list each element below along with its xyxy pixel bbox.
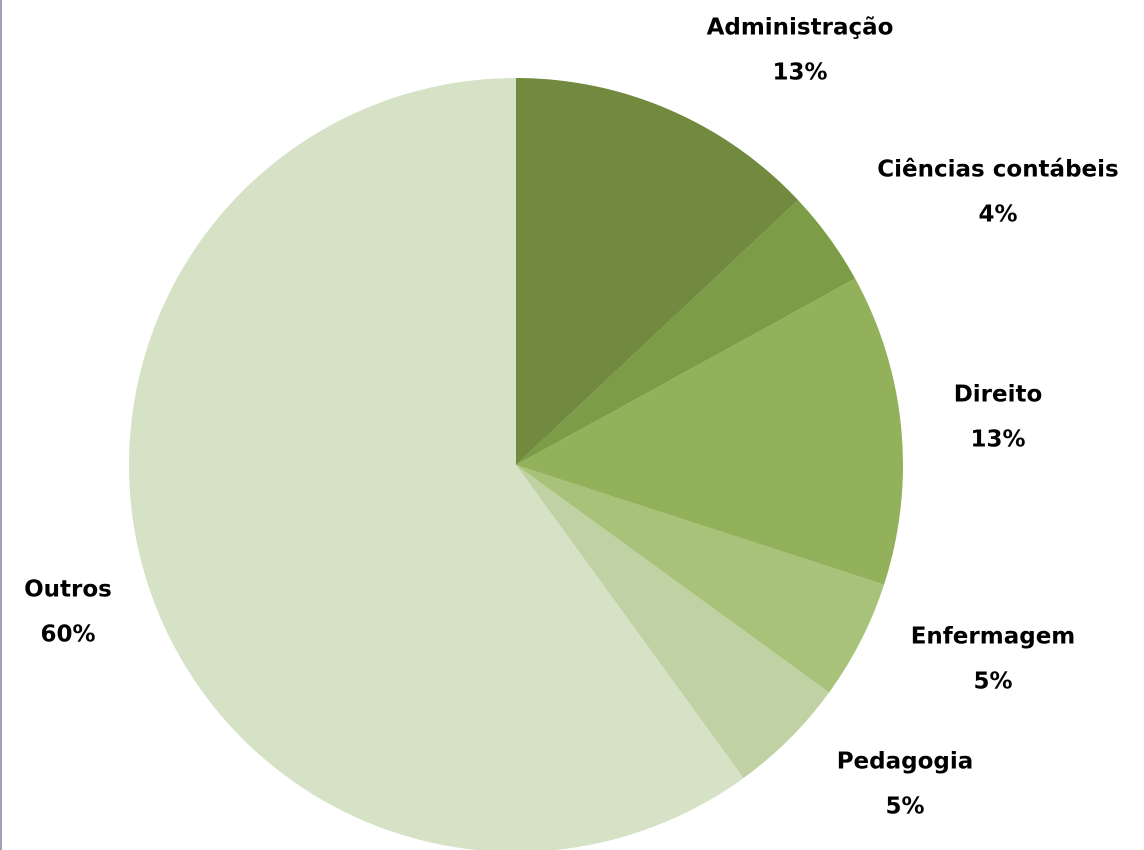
value-label: 13%: [772, 60, 827, 86]
pie-slice: [516, 465, 885, 693]
slice-label: Administração: [707, 15, 894, 41]
pie-slice: [516, 278, 904, 585]
pie-slice: [516, 200, 856, 466]
slice-label: Direito: [954, 382, 1043, 408]
slice-label: Outros: [24, 577, 112, 603]
slice-label: Enfermagem: [911, 624, 1076, 650]
value-label: 13%: [970, 427, 1025, 453]
value-label: 5%: [973, 669, 1012, 695]
slice-label: Pedagogia: [837, 749, 974, 775]
value-label: 5%: [885, 794, 924, 820]
value-label: 4%: [978, 202, 1017, 228]
frame-edge: [0, 0, 2, 850]
pie-slice: [129, 78, 744, 850]
pie-slice: [516, 465, 830, 779]
pie-slice: [516, 78, 799, 465]
value-label: 60%: [40, 622, 95, 648]
slice-label: Ciências contábeis: [877, 157, 1118, 183]
